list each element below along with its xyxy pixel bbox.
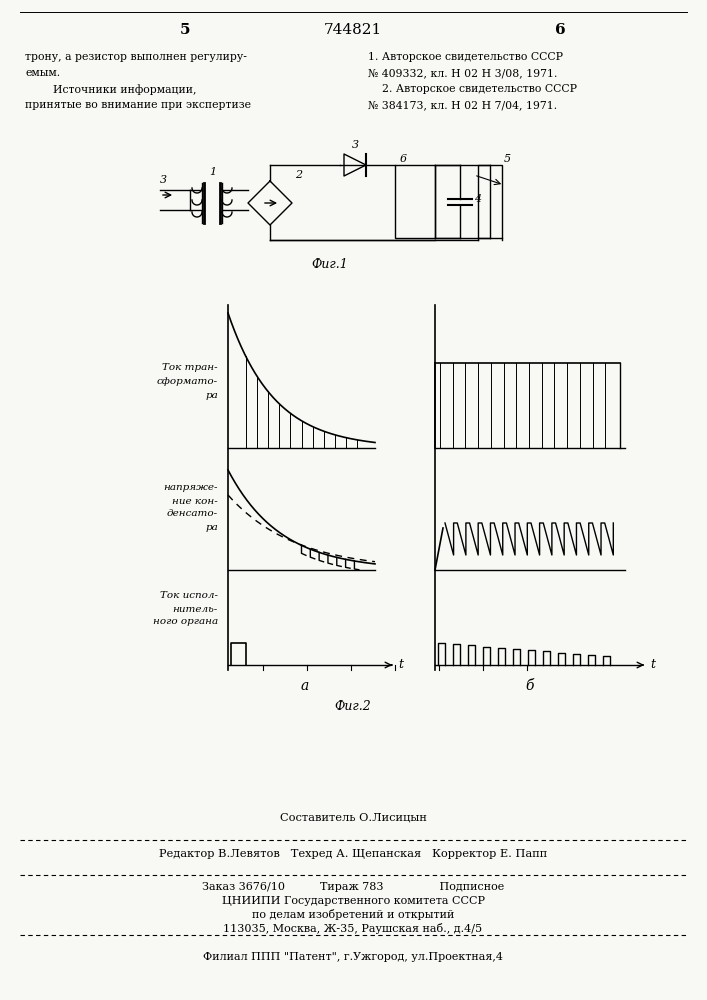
- Text: Филиал ППП "Патент", г.Ужгород, ул.Проектная,4: Филиал ППП "Патент", г.Ужгород, ул.Проек…: [203, 952, 503, 962]
- Text: 5: 5: [504, 154, 511, 164]
- Bar: [395, 165, 435, 238]
- Text: емым.: емым.: [25, 68, 60, 78]
- Text: 3: 3: [160, 175, 167, 185]
- Text: t: t: [650, 658, 655, 671]
- Text: Ток тран-: Ток тран-: [163, 363, 218, 372]
- Text: ние кон-: ние кон-: [173, 496, 218, 506]
- Text: Фиг.2: Фиг.2: [334, 700, 371, 713]
- Text: № 409332, кл. Н 02 Н 3/08, 1971.: № 409332, кл. Н 02 Н 3/08, 1971.: [368, 68, 557, 78]
- Bar: [478, 165, 502, 238]
- Text: ра: ра: [205, 522, 218, 532]
- Text: 3: 3: [351, 140, 358, 150]
- Text: нитель-: нитель-: [173, 604, 218, 613]
- Text: 2: 2: [295, 170, 302, 180]
- Text: ЦНИИПИ Государственного комитета СССР: ЦНИИПИ Государственного комитета СССР: [221, 896, 484, 906]
- Text: напряже-: напряже-: [163, 484, 218, 492]
- Text: 744821: 744821: [324, 23, 382, 37]
- Text: 6: 6: [400, 154, 407, 164]
- Text: 1: 1: [209, 167, 216, 177]
- Text: принятые во внимание при экспертизе: принятые во внимание при экспертизе: [25, 100, 251, 110]
- Text: 1. Авторское свидетельство СССР: 1. Авторское свидетельство СССР: [368, 52, 563, 62]
- Text: 113035, Москва, Ж-35, Раушская наб., д.4/5: 113035, Москва, Ж-35, Раушская наб., д.4…: [223, 923, 483, 934]
- Text: ра: ра: [205, 391, 218, 400]
- Text: а: а: [301, 679, 309, 693]
- Text: № 384173, кл. Н 02 Н 7/04, 1971.: № 384173, кл. Н 02 Н 7/04, 1971.: [368, 100, 557, 110]
- Text: 5: 5: [180, 23, 190, 37]
- Text: Заказ 3676/10          Тираж 783                Подписное: Заказ 3676/10 Тираж 783 Подписное: [202, 882, 504, 892]
- Text: б: б: [526, 679, 534, 693]
- Text: по делам изобретений и открытий: по делам изобретений и открытий: [252, 909, 454, 920]
- Text: ного органа: ного органа: [153, 617, 218, 626]
- Text: Редактор В.Левятов   Техред А. Щепанская   Корректор Е. Папп: Редактор В.Левятов Техред А. Щепанская К…: [159, 849, 547, 859]
- Text: денсато-: денсато-: [167, 510, 218, 518]
- Text: t: t: [398, 658, 403, 671]
- Text: сформато-: сформато-: [157, 377, 218, 386]
- Text: 4: 4: [474, 194, 481, 204]
- Text: Фиг.1: Фиг.1: [312, 258, 349, 271]
- Text: 6: 6: [555, 23, 566, 37]
- Text: Ток испол-: Ток испол-: [160, 591, 218, 600]
- Text: Составитель О.Лисицын: Составитель О.Лисицын: [279, 812, 426, 822]
- Text: Источники информации,: Источники информации,: [25, 84, 197, 95]
- Text: трону, а резистор выполнен регулиру-: трону, а резистор выполнен регулиру-: [25, 52, 247, 62]
- Text: 2. Авторское свидетельство СССР: 2. Авторское свидетельство СССР: [368, 84, 577, 94]
